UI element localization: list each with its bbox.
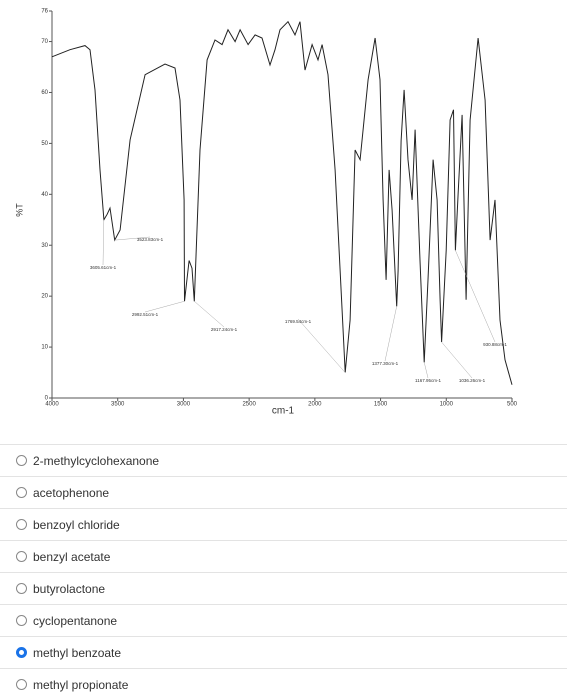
option-label: benzoyl chloride: [33, 517, 120, 532]
annotation-leader: [114, 236, 151, 241]
annotation-leader: [194, 301, 225, 328]
y-tick-label: 76: [41, 9, 48, 15]
annotation-label: 2992.51cm-1: [132, 312, 159, 317]
radio-button[interactable]: [16, 551, 27, 562]
y-tick-label: 70: [41, 39, 48, 45]
radio-button[interactable]: [16, 679, 27, 690]
radio-button[interactable]: [16, 615, 27, 626]
y-tick-label: 0: [45, 396, 49, 402]
annotation-label: 1769.54cm-1: [285, 319, 312, 324]
radio-button[interactable]: [16, 647, 27, 658]
answer-options: 2-methylcyclohexanone acetophenone benzoyl…: [0, 444, 567, 700]
radio-button[interactable]: [16, 487, 27, 498]
option-label: cyclopentanone: [33, 613, 118, 628]
y-tick-label: 30: [41, 243, 48, 249]
radio-button[interactable]: [16, 583, 27, 594]
annotation-leader: [441, 341, 473, 379]
x-tick-label: 3500: [111, 402, 125, 408]
y-tick-label: 20: [41, 294, 48, 300]
option-label: acetophenone: [33, 485, 110, 500]
option-label: methyl benzoate: [33, 645, 122, 660]
answer-option[interactable]: methyl propionate: [0, 668, 567, 700]
annotation-label: 1377.30cm-1: [372, 361, 399, 366]
annotation-label: 2917.24cm-1: [211, 327, 238, 332]
x-axis-label: cm-1: [272, 406, 295, 417]
annotation-leader: [144, 301, 185, 313]
answer-option[interactable]: benzyl acetate: [0, 540, 567, 572]
annotation-leader: [384, 306, 397, 362]
annotation-leader: [423, 362, 429, 379]
annotation-label: 1167.95cm-1: [415, 378, 441, 383]
spectrum-line: [51, 20, 513, 385]
radio-button[interactable]: [16, 519, 27, 530]
annotation-label: 3605.61cm-1: [90, 265, 117, 270]
annotation-leader: [102, 219, 105, 266]
x-tick-label: 4000: [45, 402, 59, 408]
y-tick-label: 40: [41, 192, 48, 198]
option-label: benzyl acetate: [33, 549, 111, 564]
annotation-leader: [297, 318, 346, 373]
option-label: butyrolactone: [33, 581, 106, 596]
answer-option[interactable]: benzoyl chloride: [0, 508, 567, 540]
answer-option[interactable]: acetophenone: [0, 476, 567, 508]
annotation-label: 3523.83cm-1: [137, 237, 164, 242]
option-label: methyl propionate: [33, 677, 129, 692]
answer-option[interactable]: methyl benzoate: [0, 636, 567, 668]
x-tick-label: 1500: [374, 402, 388, 408]
x-tick-label: 500: [507, 402, 518, 408]
answer-option[interactable]: cyclopentanone: [0, 604, 567, 636]
x-tick-label: 2000: [308, 402, 322, 408]
chart: %T cm-1 0 10 20 30 40 50 60 70 76 4000 3500 3000 250…: [14, 9, 518, 417]
y-tick-label: 10: [41, 345, 48, 351]
x-tick-label: 1000: [440, 402, 454, 408]
annotation-label: 930.88cm-1: [483, 342, 507, 347]
answer-option[interactable]: 2-methylcyclohexanone: [0, 444, 567, 476]
annotation-leader: [455, 250, 496, 343]
y-tick-label: 50: [41, 141, 48, 147]
y-tick-label: 60: [41, 90, 48, 96]
radio-button[interactable]: [16, 455, 27, 466]
x-tick-label: 3000: [177, 402, 191, 408]
option-label: 2-methylcyclohexanone: [33, 453, 160, 468]
annotation-label: 1036.26cm-1: [459, 378, 486, 383]
x-tick-label: 2500: [242, 402, 256, 408]
answer-option[interactable]: butyrolactone: [0, 572, 567, 604]
y-axis-label: %T: [14, 203, 24, 217]
